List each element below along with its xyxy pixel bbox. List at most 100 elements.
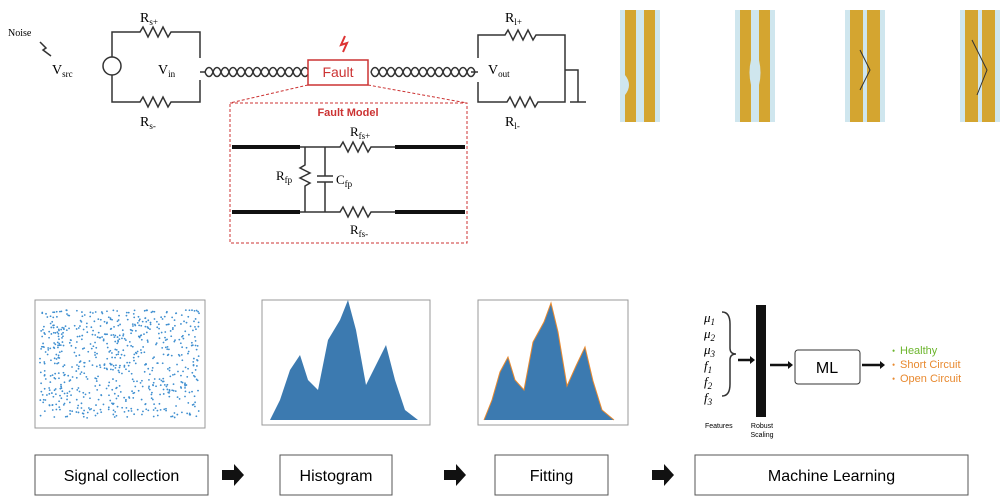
signal-dot xyxy=(100,409,102,411)
signal-dot xyxy=(166,339,168,341)
signal-dot xyxy=(145,321,147,323)
signal-dot xyxy=(138,390,140,392)
signal-dot xyxy=(65,325,67,327)
signal-dot xyxy=(108,409,110,411)
signal-dot xyxy=(132,323,134,325)
v-src-main: V xyxy=(52,63,62,78)
signal-dot xyxy=(44,363,46,365)
signal-dot xyxy=(145,326,147,328)
signal-dot xyxy=(66,395,68,397)
signal-dot xyxy=(96,366,98,368)
signal-dot xyxy=(194,376,196,378)
signal-dot xyxy=(174,373,176,375)
feature: f1 xyxy=(704,358,712,375)
signal-dot xyxy=(161,380,163,382)
signal-dot xyxy=(40,382,42,384)
signal-dot xyxy=(141,339,143,341)
r-sub: l+ xyxy=(514,17,522,27)
signal-dot xyxy=(100,366,102,368)
signal-dot xyxy=(142,321,144,323)
signal-dot xyxy=(116,387,118,389)
signal-dot xyxy=(62,335,64,337)
source-loop xyxy=(112,27,200,107)
signal-dot xyxy=(153,409,155,411)
signal-dot xyxy=(114,393,116,395)
signal-dot xyxy=(71,366,73,368)
signal-dot xyxy=(119,334,121,336)
signal-dot xyxy=(164,337,166,339)
signal-dot xyxy=(164,384,166,386)
signal-dot xyxy=(65,416,67,418)
signal-dot xyxy=(195,369,197,371)
signal-dot xyxy=(75,370,77,372)
signal-dot xyxy=(126,315,128,317)
signal-dot xyxy=(187,368,189,370)
signal-dot xyxy=(116,354,118,356)
signal-dot xyxy=(76,389,78,391)
twisted-pair xyxy=(371,68,478,77)
signal-dot xyxy=(90,408,92,410)
signal-dot xyxy=(179,355,181,357)
feature: f2 xyxy=(704,374,713,391)
signal-dot xyxy=(63,328,65,330)
signal-dot xyxy=(118,351,120,353)
signal-dot xyxy=(89,311,91,313)
signal-dot xyxy=(57,331,59,333)
signal-dot xyxy=(97,375,99,377)
signal-dot xyxy=(76,310,78,312)
signal-dot xyxy=(166,324,168,326)
signal-dot xyxy=(54,343,56,345)
signal-dot xyxy=(132,378,134,380)
signal-dot xyxy=(161,332,163,334)
signal-dot xyxy=(83,362,85,364)
signal-dot xyxy=(151,370,153,372)
signal-dot xyxy=(187,316,189,318)
signal-dot xyxy=(106,358,108,360)
signal-dot xyxy=(195,345,197,347)
signal-dot xyxy=(75,355,77,357)
signal-dot xyxy=(192,330,194,332)
r-sub: fs- xyxy=(359,229,369,239)
signal-dot xyxy=(58,372,60,374)
signal-dot xyxy=(133,413,135,415)
signal-dot xyxy=(193,320,195,322)
signal-dot xyxy=(42,329,44,331)
signal-dot xyxy=(52,325,54,327)
signal-dot xyxy=(130,329,132,331)
signal-dot xyxy=(83,396,85,398)
signal-dot xyxy=(83,366,85,368)
signal-dot xyxy=(76,364,78,366)
signal-dot xyxy=(69,413,71,415)
signal-dot xyxy=(100,325,102,327)
signal-dot xyxy=(44,333,46,335)
signal-dot xyxy=(128,365,130,367)
signal-dot xyxy=(119,324,121,326)
fault-model: Fault Model Rfs+ Rfs- Rfp Cfp xyxy=(230,85,467,243)
signal-dot xyxy=(57,345,59,347)
signal-dot xyxy=(94,334,96,336)
signal-dot xyxy=(172,374,174,376)
signal-dot xyxy=(129,362,131,364)
signal-dot xyxy=(138,316,140,318)
signal-dot xyxy=(162,362,164,364)
signal-dot xyxy=(71,388,73,390)
signal-dot xyxy=(46,394,48,396)
v-out-sub: out xyxy=(498,69,510,79)
signal-dot xyxy=(115,367,117,369)
signal-dot xyxy=(83,329,85,331)
v-in-main: V xyxy=(158,63,168,78)
signal-dot xyxy=(185,390,187,392)
signal-dot xyxy=(92,334,94,336)
signal-dot xyxy=(159,394,161,396)
signal-dot xyxy=(197,390,199,392)
signal-dot xyxy=(61,337,63,339)
r-main: R xyxy=(276,168,285,183)
signal-dot xyxy=(150,322,152,324)
signal-dot xyxy=(86,326,88,328)
signal-dot xyxy=(40,391,42,393)
signal-dot xyxy=(173,383,175,385)
signal-dot xyxy=(114,335,116,337)
signal-dot xyxy=(51,404,53,406)
signal-dot xyxy=(53,416,55,418)
signal-dot xyxy=(174,325,176,327)
